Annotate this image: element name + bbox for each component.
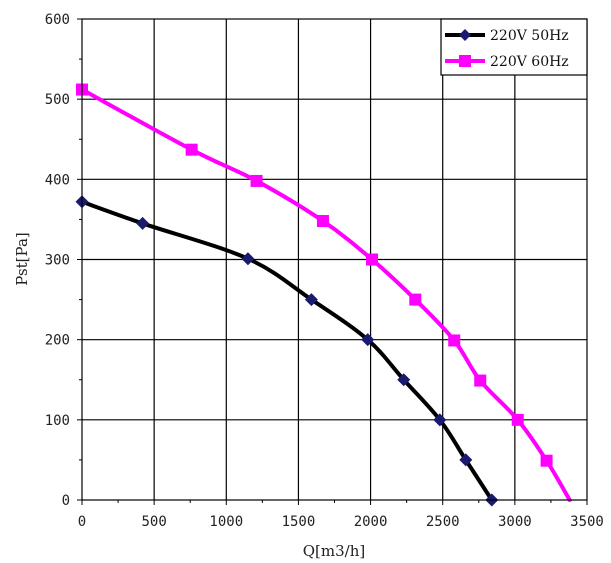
data-point [511, 413, 524, 426]
series-layer [75, 83, 572, 507]
y-tick-label: 400 [45, 172, 70, 188]
legend-label: 220V 60Hz [490, 54, 569, 70]
y-tick-label: 600 [45, 12, 70, 28]
series-1 [75, 195, 499, 507]
legend-marker [459, 29, 471, 41]
x-tick-label: 1000 [209, 514, 243, 530]
data-point [361, 333, 375, 347]
series-line [80, 87, 572, 502]
data-point [366, 253, 379, 266]
data-point [474, 374, 487, 387]
data-point [304, 293, 318, 307]
data-point [459, 453, 473, 467]
data-point [540, 454, 553, 467]
x-tick-label: 3500 [570, 514, 604, 530]
data-point [409, 293, 422, 306]
y-tick-label: 200 [45, 333, 70, 349]
x-tick-label: 2000 [354, 514, 388, 530]
y-tick-label: 100 [45, 413, 70, 429]
data-point [433, 413, 447, 427]
x-axis-label: Q[m3/h] [303, 542, 365, 560]
legend: 220V 50Hz 220V 60Hz [440, 18, 588, 76]
x-tick-label: 0 [78, 514, 86, 530]
legend-label: 220V 50Hz [490, 28, 569, 44]
data-point [136, 216, 150, 230]
legend-marker [459, 55, 471, 67]
legend-item: 220V 60Hz [445, 54, 569, 70]
axis-ticks: 0 500 1000 1500 2000 2500 3000 3500 0 100 200 300 40… [45, 12, 604, 530]
x-tick-label: 3000 [498, 514, 532, 530]
legend-item: 220V 50Hz [445, 28, 569, 44]
y-tick-label: 300 [45, 253, 70, 269]
data-point [448, 334, 461, 347]
y-tick-label: 0 [62, 493, 70, 509]
x-tick-label: 1500 [282, 514, 316, 530]
data-point [185, 143, 198, 156]
data-point [316, 215, 329, 228]
grid-lines [82, 19, 587, 500]
data-point [241, 252, 255, 266]
y-tick-label: 500 [45, 92, 70, 108]
x-tick-label: 500 [141, 514, 166, 530]
data-point [250, 174, 263, 187]
data-point [397, 373, 411, 387]
series-line [80, 199, 494, 502]
y-axis-label: Pst[Pa] [13, 232, 31, 285]
x-tick-label: 2500 [426, 514, 460, 530]
series-2 [76, 83, 572, 502]
